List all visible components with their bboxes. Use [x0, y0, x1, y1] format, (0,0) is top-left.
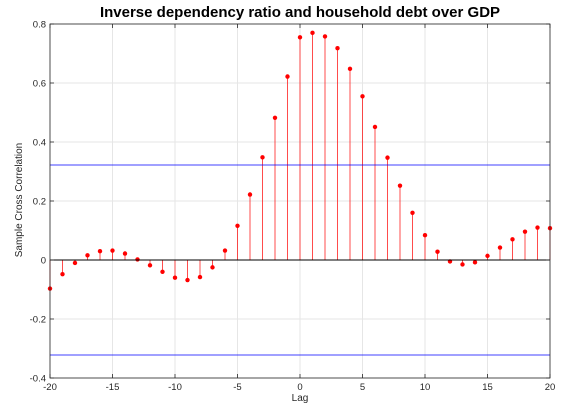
- stem-point: [197, 274, 203, 280]
- stem-point: [347, 66, 353, 72]
- stem-point: [135, 257, 140, 262]
- stem-point: [147, 263, 153, 268]
- stem-point: [172, 275, 178, 280]
- stem-point: [460, 262, 465, 267]
- stem-point: [310, 30, 315, 36]
- axis-ticks: -20 -15 -10 -5 0 5 10 15 20 -0.4 -0.2 0 0.2 0.4 0.6 0.8: [30, 20, 556, 394]
- stem-point: [72, 260, 78, 266]
- stem-point: [472, 260, 478, 265]
- stem-point: [247, 192, 253, 197]
- stem-point: [322, 34, 328, 39]
- x-tick-label: 10: [420, 382, 431, 393]
- stem-point: [97, 248, 103, 254]
- y-tick-label: 0.6: [33, 79, 46, 90]
- stem-point: [222, 248, 228, 253]
- stem-point: [297, 35, 303, 40]
- y-tick-label: 0: [41, 256, 46, 267]
- x-tick-label: 20: [545, 382, 556, 393]
- stem-point: [435, 249, 440, 254]
- stem-point: [360, 94, 365, 99]
- stem-point: [110, 248, 115, 253]
- y-tick-label: 0.2: [33, 197, 46, 208]
- stem-point: [60, 271, 65, 277]
- x-tick-label: 0: [297, 382, 302, 393]
- x-axis-label: Lag: [292, 393, 309, 404]
- stem-point: [410, 210, 415, 215]
- stem-point: [397, 183, 403, 188]
- x-tick-label: -15: [106, 382, 120, 393]
- y-tick-label: 0.4: [33, 138, 46, 149]
- stem-point: [535, 225, 540, 230]
- y-axis-label: Sample Cross Correlation: [14, 143, 25, 258]
- stem-point: [235, 223, 240, 228]
- stem-point: [272, 115, 278, 121]
- stem-point: [510, 237, 515, 242]
- y-tick-label: -0.2: [30, 315, 46, 326]
- stem-point: [497, 245, 503, 250]
- x-tick-label: -5: [233, 382, 241, 393]
- x-tick-label: 5: [360, 382, 365, 393]
- stem-point: [522, 229, 528, 234]
- stem-point: [185, 277, 190, 283]
- stem-point: [85, 253, 90, 258]
- y-tick-label: -0.4: [30, 374, 46, 385]
- stem-point: [335, 45, 340, 51]
- stem-point: [260, 155, 265, 160]
- stem-series: [47, 30, 553, 291]
- reference-lines: [50, 164, 550, 356]
- y-tick-label: 0.8: [33, 20, 46, 31]
- x-tick-label: -20: [43, 382, 57, 393]
- stem-point: [422, 233, 428, 238]
- stem-point: [385, 155, 390, 160]
- stem-point: [485, 253, 490, 259]
- stem-point: [372, 124, 378, 130]
- x-tick-label: -10: [168, 382, 182, 393]
- stem-point: [160, 269, 165, 274]
- stem-point: [210, 265, 215, 270]
- stem-point: [285, 74, 290, 79]
- chart-title: Inverse dependency ratio and household d…: [100, 4, 500, 21]
- x-tick-label: 15: [482, 382, 493, 393]
- stem-point: [122, 251, 128, 256]
